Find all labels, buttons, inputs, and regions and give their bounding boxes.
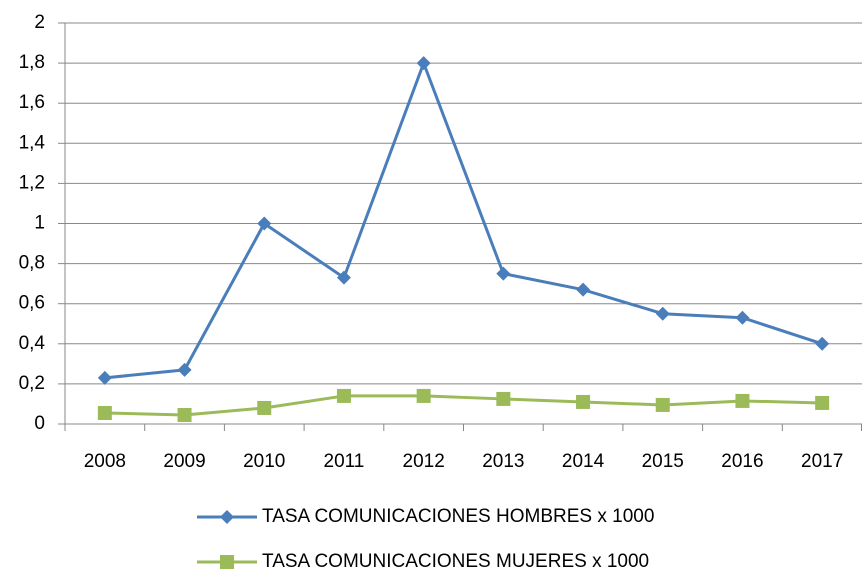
point-marker (576, 282, 591, 297)
x-tick-label: 2012 (403, 451, 445, 472)
point-marker (576, 394, 591, 409)
x-tick-label: 2010 (243, 451, 285, 472)
x-tick-label: 2013 (482, 451, 524, 472)
y-tick-label: 1,8 (19, 52, 45, 73)
y-tick-label: 0 (34, 413, 45, 434)
point-marker (655, 306, 670, 321)
point-marker (336, 388, 351, 403)
point-marker (815, 395, 830, 410)
legend-marker (220, 555, 234, 569)
y-tick-label: 2 (34, 12, 45, 33)
point-marker (416, 388, 431, 403)
y-tick-label: 1,4 (19, 132, 46, 153)
y-tick-label: 1,2 (19, 172, 45, 193)
point-marker (97, 370, 112, 385)
x-tick-label: 2009 (163, 451, 205, 472)
point-marker (496, 266, 511, 281)
point-marker (655, 397, 670, 412)
y-tick-label: 1,6 (19, 92, 45, 113)
point-marker (257, 400, 272, 415)
point-marker (416, 56, 431, 71)
x-tick-label: 2016 (721, 451, 763, 472)
y-tick-label: 0,4 (19, 333, 46, 354)
y-tick-label: 0,6 (19, 293, 45, 314)
point-marker (735, 393, 750, 408)
point-marker (257, 216, 272, 231)
point-marker (815, 336, 830, 351)
x-tick-label: 2008 (84, 451, 126, 472)
legend-label: TASA COMUNICACIONES HOMBRES x 1000 (262, 506, 654, 527)
y-tick-label: 1 (34, 213, 45, 234)
x-tick-label: 2014 (562, 451, 605, 472)
y-tick-label: 0,2 (19, 373, 45, 394)
point-marker (496, 391, 511, 406)
legend-label: TASA COMUNICACIONES MUJERES x 1000 (262, 551, 649, 572)
point-marker (177, 362, 192, 377)
point-marker (97, 405, 112, 420)
y-tick-label: 0,8 (19, 253, 45, 274)
series-line (104, 61, 823, 380)
legend-marker (220, 510, 234, 524)
series-line (104, 394, 823, 417)
point-marker (177, 407, 192, 422)
point-marker (735, 310, 750, 325)
point-marker (336, 270, 351, 285)
x-tick-label: 2011 (324, 451, 365, 472)
x-tick-label: 2017 (801, 451, 843, 472)
x-tick-label: 2015 (642, 451, 684, 472)
